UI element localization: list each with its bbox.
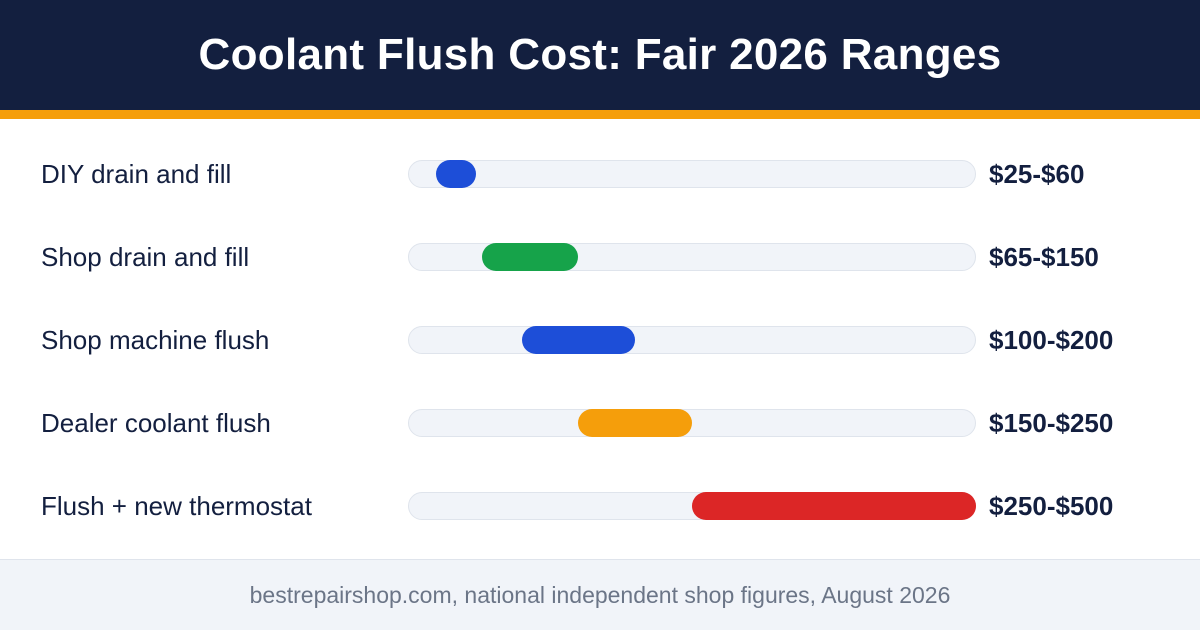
range-track	[408, 326, 976, 354]
category-label: Flush + new thermostat	[41, 491, 312, 521]
category-label: Shop machine flush	[41, 325, 270, 355]
category-label: Shop drain and fill	[41, 242, 250, 272]
chart-row: Shop machine flush $100-$200	[0, 310, 1200, 370]
range-bar	[436, 160, 477, 188]
range-value-label: $250-$500	[989, 491, 1114, 521]
chart-header: Coolant Flush Cost: Fair 2026 Ranges	[0, 0, 1200, 110]
chart-row: Flush + new thermostat $250-$500	[0, 476, 1200, 536]
chart-footer: bestrepairshop.com, national independent…	[0, 559, 1200, 630]
chart-row: Dealer coolant flush $150-$250	[0, 393, 1200, 453]
range-value-label: $25-$60	[989, 159, 1085, 189]
range-value-label: $65-$150	[989, 242, 1099, 272]
range-value-label: $150-$250	[989, 408, 1114, 438]
chart-row: DIY drain and fill $25-$60	[0, 144, 1200, 204]
source-note: bestrepairshop.com, national independent…	[249, 581, 951, 608]
category-label: Dealer coolant flush	[41, 408, 271, 438]
range-bar	[578, 409, 692, 437]
category-label: DIY drain and fill	[41, 159, 232, 189]
range-bar	[481, 243, 579, 271]
range-bar	[521, 326, 636, 354]
accent-divider	[0, 110, 1200, 119]
chart-title: Coolant Flush Cost: Fair 2026 Ranges	[198, 30, 1002, 79]
chart-row: Shop drain and fill $65-$150	[0, 227, 1200, 287]
range-track	[408, 409, 976, 437]
chart-rows: DIY drain and fill $25-$60 Shop drain and …	[0, 119, 1200, 559]
range-value-label: $100-$200	[989, 325, 1114, 355]
range-bar	[692, 492, 976, 520]
range-track	[408, 160, 976, 188]
